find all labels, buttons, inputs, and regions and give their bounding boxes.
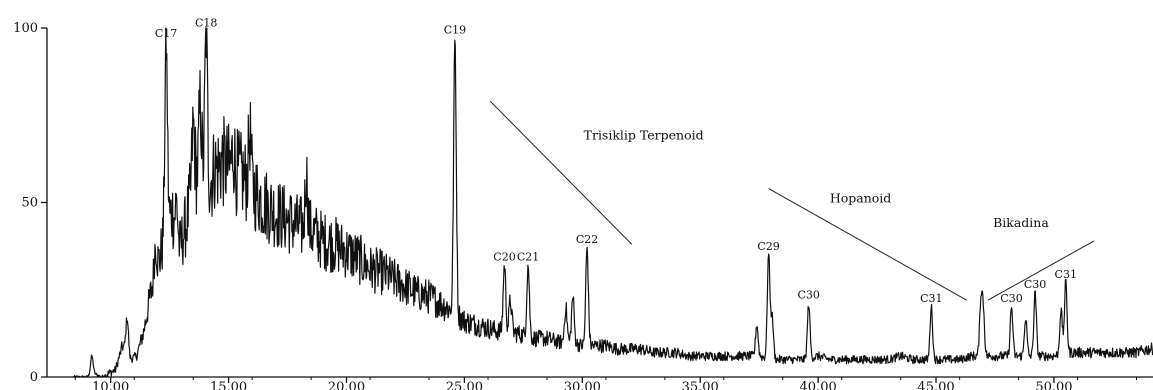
x-axis-ticks: 10.00 15.00 20.00 25.00 30.00 35.00 40.00 45.00… — [74, 377, 1137, 390]
peak-label: C17 — [155, 27, 177, 40]
y-tick-label: 0 — [30, 370, 38, 385]
chromatogram-trace — [72, 27, 1153, 378]
x-tick-label: 10.00 — [92, 380, 129, 390]
annotation-label: Trisiklip Terpenoid — [584, 128, 704, 143]
x-tick-label: 30.00 — [564, 380, 601, 390]
y-tick-label: 50 — [21, 196, 38, 211]
peak-label: C30 — [797, 289, 819, 302]
annotation-label: Hopanoid — [830, 191, 891, 206]
x-tick-label: 40.00 — [800, 380, 837, 390]
annotation-lines — [489, 100, 1095, 301]
y-axis-ticks: 0 50 100 — [13, 21, 47, 385]
peak-label: C19 — [444, 23, 466, 36]
x-tick-label: 20.00 — [328, 380, 365, 390]
peak-label: C20 — [493, 250, 515, 263]
y-tick-label: 100 — [13, 21, 38, 36]
peak-label: C21 — [517, 250, 539, 263]
peak-label: C30 — [1000, 292, 1022, 305]
annotation-line — [489, 100, 633, 245]
peak-label: C29 — [757, 240, 779, 253]
x-tick-label: 35.00 — [682, 380, 719, 390]
peak-label: C22 — [576, 233, 598, 246]
x-tick-label: 45.00 — [917, 380, 954, 390]
peak-label: C31 — [920, 292, 942, 305]
peak-label: C18 — [195, 16, 217, 29]
peak-label: C31 — [1055, 268, 1077, 281]
annotation-label: Bikadina — [993, 215, 1049, 230]
peak-label: C30 — [1024, 278, 1046, 291]
x-tick-label: 50.00 — [1035, 380, 1072, 390]
x-tick-label: 15.00 — [210, 380, 247, 390]
annotation-line — [768, 188, 967, 301]
x-tick-label: 25.00 — [446, 380, 483, 390]
annotation-line — [987, 240, 1095, 301]
annotation-labels: Trisiklip Terpenoid Hopanoid Bikadina — [584, 128, 1050, 230]
